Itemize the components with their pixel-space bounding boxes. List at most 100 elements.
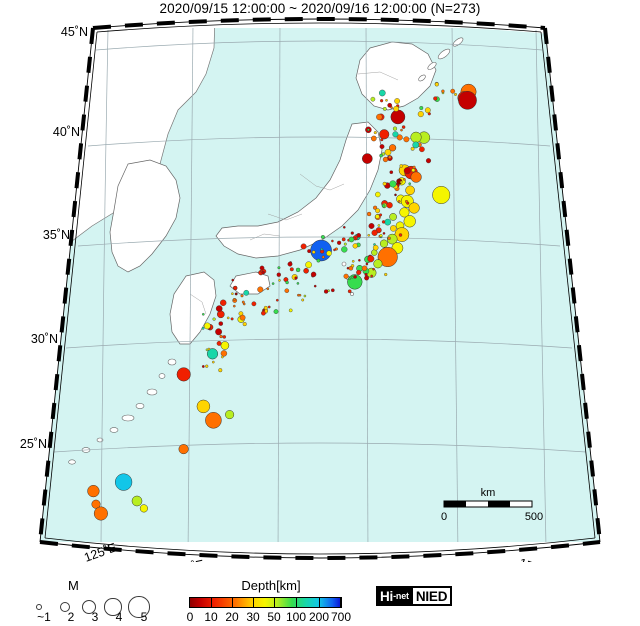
epicenter-marker: [361, 265, 368, 272]
depth-tick-label-10: 10: [204, 610, 218, 624]
epicenter-marker: [201, 365, 205, 368]
depth-legend: Depth[km] 0 10 20 30 50 100 200 700: [186, 578, 356, 626]
epicenter-marker: [353, 275, 357, 279]
epicenter-marker: [417, 111, 424, 118]
epicenter-marker: [273, 309, 279, 315]
epicenter-marker: [242, 322, 247, 327]
epicenter-marker: [240, 294, 244, 298]
epicenter-marker: [401, 125, 406, 129]
epicenter-marker: [261, 270, 265, 275]
epicenter-marker: [434, 82, 439, 87]
magnitude-symbol-1: [35, 603, 43, 611]
epicenter-marker: [404, 199, 409, 204]
depth-tick-mark-200: [319, 597, 320, 608]
epicenter-marker: [301, 298, 305, 302]
epicenter-marker: [303, 294, 307, 298]
epicenter-marker: [352, 243, 358, 249]
epicenter-marker: [373, 131, 377, 135]
epicenter-marker: [226, 316, 230, 320]
magnitude-tick-4: 4: [115, 610, 123, 624]
epicenter-marker: [379, 234, 383, 238]
epicenter-marker: [343, 242, 347, 246]
epicenter-marker: [403, 136, 410, 143]
scale-bar: km 0 500: [441, 487, 543, 523]
epicenter-marker: [341, 237, 346, 242]
epicenter-marker: [289, 267, 294, 272]
landmass-korea: [109, 159, 181, 273]
epicenter-marker: [367, 233, 371, 237]
magnitude-tick-1: ~1: [37, 610, 51, 624]
epicenter-marker: [390, 109, 406, 125]
epicenter-marker: [370, 135, 377, 142]
epicenter-marker: [390, 225, 397, 232]
graticule-parallels: [53, 40, 587, 453]
epicenter-marker: [330, 288, 335, 293]
epicenter-marker: [433, 96, 438, 101]
epicenter-marker: [419, 146, 425, 153]
epicenter-marker: [295, 267, 301, 273]
epicenter-marker: [206, 348, 219, 360]
magnitude-tick-2: 2: [67, 610, 75, 624]
epicenter-marker: [263, 305, 268, 310]
epicenter-marker: [241, 300, 245, 304]
epicenter-marker: [275, 298, 279, 302]
epicenter-marker: [365, 262, 369, 266]
epicenter-marker: [379, 144, 385, 150]
epicenter-marker: [347, 274, 363, 290]
epicenter-marker: [376, 113, 383, 121]
epicenter-marker: [384, 148, 392, 156]
epicenter-marker: [393, 105, 400, 112]
epicenter-marker: [400, 128, 403, 132]
epicenter-marker: [276, 272, 281, 277]
epicenter-marker: [251, 301, 257, 307]
logo-hinet-main: Hi: [380, 588, 394, 604]
epicenter-marker: [371, 229, 378, 236]
epicenter-marker: [356, 269, 362, 275]
depth-legend-title: Depth[km]: [241, 578, 301, 593]
depth-tick-mark-700: [341, 597, 342, 608]
epicenter-marker: [432, 186, 451, 204]
epicenter-markers: [87, 81, 477, 521]
depth-tick-mark-20: [232, 597, 233, 608]
epicenter-marker: [382, 156, 389, 163]
landmass-honshu: [215, 121, 383, 259]
epicenter-marker: [271, 282, 275, 285]
epicenter-marker: [405, 185, 415, 196]
map-frame: [38, 16, 602, 560]
epicenter-marker: [347, 289, 352, 294]
epicenter-marker: [408, 202, 420, 214]
epicenter-marker: [392, 131, 399, 138]
epicenter-marker: [375, 208, 381, 214]
epicenter-marker: [93, 506, 108, 521]
epicenter-marker: [234, 292, 238, 296]
epicenter-marker: [398, 233, 403, 237]
depth-tick-label-100: 100: [285, 610, 307, 624]
epicenter-marker: [389, 213, 397, 221]
depth-tick-label-20: 20: [225, 610, 239, 624]
epicenter-marker: [266, 287, 270, 291]
epicenter-marker: [411, 168, 416, 173]
epicenter-marker: [371, 249, 378, 256]
epicenter-marker: [382, 106, 387, 111]
epicenter-marker: [219, 334, 223, 339]
magnitude-symbol-3: [82, 600, 96, 614]
epicenter-marker: [239, 314, 246, 321]
epicenter-marker: [381, 204, 386, 208]
depth-tick-label-200: 200: [308, 610, 330, 624]
lon-label-150: 150˚E: [517, 556, 553, 562]
epicenter-marker: [381, 220, 386, 224]
epicenter-marker: [382, 181, 387, 186]
epicenter-marker: [379, 239, 389, 248]
epicenter-marker: [218, 321, 224, 326]
epicenter-marker: [222, 335, 227, 339]
landmass-kyushu: [169, 271, 217, 345]
epicenter-marker: [388, 155, 392, 159]
epicenter-marker: [298, 293, 302, 297]
epicenter-marker: [348, 266, 354, 271]
epicenter-marker: [362, 153, 373, 164]
epicenter-marker: [351, 259, 355, 263]
depth-tick-label-0: 0: [186, 610, 194, 624]
epicenter-marker: [364, 272, 368, 277]
lat-label-35: 35˚N: [43, 228, 70, 242]
